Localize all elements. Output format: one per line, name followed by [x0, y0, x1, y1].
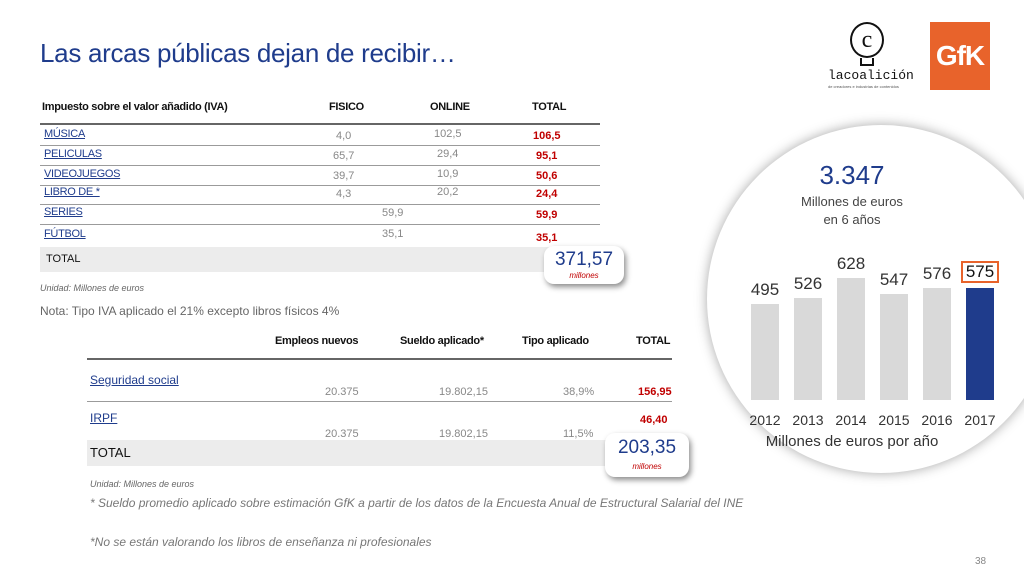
coalicion-logo-subtitle: de creadores e industrias de contenidos	[828, 84, 899, 89]
bar	[966, 288, 994, 400]
total-unit: millones	[569, 271, 599, 280]
table-total-cell: 50,6	[536, 170, 558, 182]
table-total-cell: 95,1	[536, 150, 558, 162]
table-row-label: IRPF	[90, 411, 118, 425]
table-cell: 19.802,15	[439, 386, 488, 398]
table-total-cell: 24,4	[536, 188, 558, 200]
table-cell: 20.375	[325, 386, 359, 398]
footnote: *No se están valorando los libros de ens…	[90, 535, 432, 549]
bar-value-label: 575	[961, 261, 999, 284]
table-row-label: Seguridad social	[90, 373, 179, 387]
table-total-cell: 46,40	[640, 414, 668, 426]
total-bubble: 371,57 millones	[544, 246, 624, 284]
page-title: Las arcas públicas dejan de recibir…	[40, 38, 456, 68]
total-label: TOTAL	[90, 445, 131, 460]
table-total-cell: 106,5	[533, 130, 561, 142]
unit-note: Unidad: Millones de euros	[40, 283, 145, 293]
table-cell: 20,2	[437, 186, 459, 198]
bar	[751, 303, 779, 400]
table-header: Impuesto sobre el valor añadido (IVA)	[42, 101, 228, 113]
bar	[837, 278, 865, 400]
bar-value-label: 495	[750, 279, 780, 299]
table-header: Sueldo aplicado*	[400, 335, 484, 347]
summary-line2: en 6 años	[823, 212, 881, 227]
table-cell: 20.375	[325, 428, 359, 440]
total-value: 203,35	[617, 437, 677, 458]
table-cell: 4,3	[336, 188, 352, 200]
x-axis-label: Millones de euros por año	[765, 433, 939, 450]
bar	[923, 288, 951, 400]
table-header: ONLINE	[430, 101, 470, 113]
table-row-label: PELICULAS	[44, 148, 102, 160]
summary-value: 3.347	[819, 160, 885, 190]
lightbulb-icon: c	[850, 22, 884, 58]
total-row	[40, 247, 600, 272]
summary-line1: Millones de euros	[801, 194, 903, 209]
table-row-label: LIBRO DE *	[44, 186, 100, 198]
divider	[40, 123, 600, 125]
table-cell: 11,5%	[563, 428, 594, 440]
x-tick-label: 2012	[749, 412, 781, 428]
x-tick-label: 2017	[964, 412, 996, 428]
x-tick-label: 2014	[835, 412, 867, 428]
table-cell: 35,1	[382, 228, 404, 240]
total-unit: millones	[632, 462, 662, 471]
table-cell: 65,7	[333, 150, 355, 162]
table-cell: 29,4	[437, 148, 459, 160]
table-total-cell: 35,1	[536, 232, 558, 244]
bar-value-label: 526	[793, 273, 823, 293]
bar	[794, 297, 822, 400]
table-cell: 4,0	[336, 130, 352, 142]
table-row-label: FÚTBOL	[44, 228, 86, 240]
table-header: TOTAL	[532, 101, 567, 113]
tax-note: Nota: Tipo IVA aplicado el 21% excepto l…	[40, 304, 340, 318]
total-bubble: 203,35 millones	[605, 433, 689, 477]
bar-value-label: 628	[836, 254, 866, 273]
footnote: * Sueldo promedio aplicado sobre estimac…	[90, 496, 744, 510]
table-cell: 102,5	[434, 128, 462, 140]
lacoalicion-logo: c lacoalición de creadores e industrias …	[828, 22, 918, 92]
table-cell: 19.802,15	[439, 428, 488, 440]
table-total-cell: 156,95	[638, 386, 672, 398]
bar-value-label: 576	[922, 264, 952, 284]
bar-value-label: 547	[879, 269, 909, 289]
x-tick-label: 2016	[921, 412, 953, 428]
table-cell: 10,9	[437, 168, 459, 180]
unit-note: Unidad: Millones de euros	[90, 479, 195, 489]
table-row-label: MÚSICA	[44, 128, 85, 140]
table-header: FISICO	[329, 101, 364, 113]
table-header: Empleos nuevos	[275, 335, 359, 347]
total-value: 371,57	[554, 249, 614, 270]
coalicion-logo-text: lacoalición	[828, 68, 914, 83]
table-header: Tipo aplicado	[522, 335, 589, 347]
table-total-cell: 59,9	[536, 209, 558, 221]
table-row-label: SERIES	[44, 206, 83, 218]
x-tick-label: 2013	[792, 412, 824, 428]
table-cell: 39,7	[333, 170, 355, 182]
bar	[880, 293, 908, 400]
table-cell: 59,9	[382, 207, 404, 219]
table-row-label: VIDEOJUEGOS	[44, 168, 121, 180]
table-cell: 38,9%	[563, 386, 595, 398]
table-header: TOTAL	[636, 335, 671, 347]
total-row	[87, 440, 672, 466]
total-label: TOTAL	[46, 253, 81, 265]
gfk-logo: GfK	[930, 22, 990, 90]
x-tick-label: 2015	[878, 412, 910, 428]
page-number: 38	[975, 556, 987, 567]
